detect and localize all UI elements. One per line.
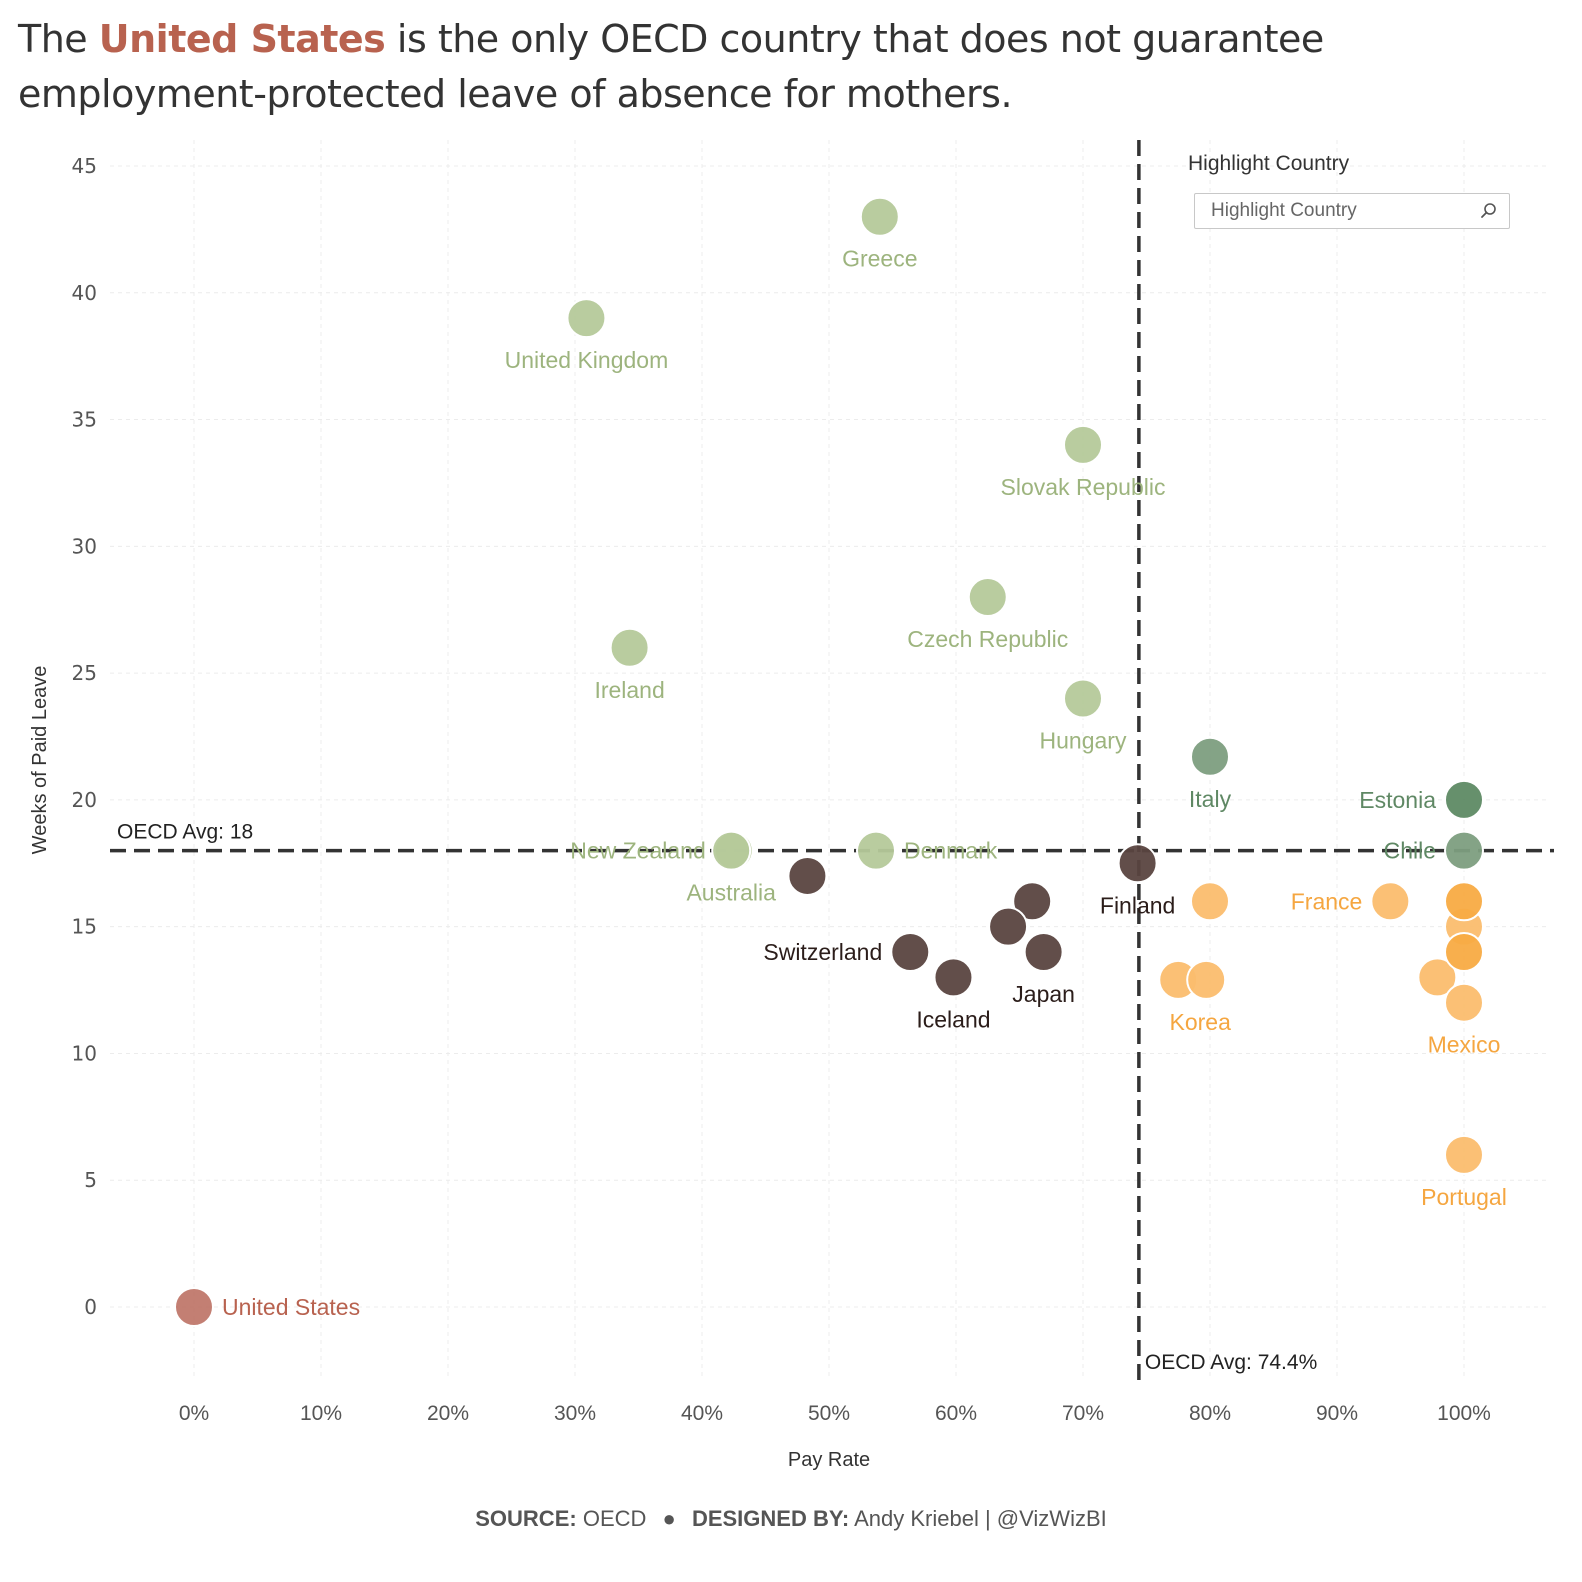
point-united-states	[174, 1287, 214, 1327]
x-tick-label: 0%	[179, 1402, 209, 1425]
x-tick-label: 40%	[681, 1402, 723, 1425]
highlight-country-input[interactable]	[1195, 194, 1491, 228]
point	[1012, 881, 1053, 922]
x-axis-title: Pay Rate	[788, 1449, 870, 1471]
filter-title: Highlight Country	[1188, 152, 1350, 175]
scatter-chart: 0 5 10 15 20 25 30 35 40 45 0% 10% 20% 30% 40% 50% 60% 7…	[29, 140, 1554, 1471]
point	[1444, 932, 1484, 973]
label-greece: Greece	[842, 246, 917, 272]
point	[988, 906, 1029, 947]
y-axis-title: Weeks of Paid Leave	[29, 666, 51, 855]
x-tick-label: 30%	[554, 1402, 596, 1425]
title-highlight: United States	[98, 17, 386, 61]
label-mexico: Mexico	[1428, 1032, 1501, 1058]
point-estonia	[1444, 779, 1484, 820]
data-points	[174, 196, 1484, 1327]
x-tick-label: 50%	[808, 1402, 850, 1425]
point	[787, 855, 828, 896]
y-tick-label: 0	[84, 1295, 97, 1319]
footer: SOURCE: OECD ● DESIGNED BY: Andy Kriebel…	[0, 1506, 1582, 1532]
label-switzerland: Switzerland	[763, 939, 882, 965]
point-korea	[1186, 959, 1227, 1000]
source-label: SOURCE:	[475, 1506, 577, 1531]
title-prefix: The	[18, 17, 99, 61]
x-axis: 0% 10% 20% 30% 40% 50% 60% 70% 80% 90% 100%	[179, 1402, 1491, 1425]
point-united-kingdom	[566, 298, 607, 339]
search-icon[interactable]	[1479, 200, 1499, 222]
reference-lines: OECD Avg: 18 OECD Avg: 74.4%	[110, 140, 1554, 1380]
point-czech-republic	[967, 577, 1008, 618]
y-tick-label: 45	[72, 154, 97, 178]
y-tick-label: 5	[84, 1168, 97, 1192]
label-chile: Chile	[1384, 838, 1436, 864]
point-portugal	[1444, 1134, 1484, 1175]
source-value: OECD	[582, 1506, 647, 1531]
x-tick-label: 10%	[300, 1402, 342, 1425]
point-mexico	[1444, 982, 1484, 1023]
label-australia: Australia	[686, 880, 776, 906]
avg-weeks-label: OECD Avg: 18	[117, 821, 253, 844]
point	[1444, 881, 1484, 922]
point-denmark	[855, 830, 896, 871]
point-chile	[1444, 830, 1484, 871]
label-france: France	[1291, 888, 1363, 914]
title-suffix: is the only OECD country that does not g…	[18, 17, 1324, 116]
label-italy: Italy	[1189, 786, 1232, 812]
x-tick-label: 20%	[427, 1402, 469, 1425]
label-portugal: Portugal	[1421, 1184, 1507, 1210]
label-new-zealand: New Zealand	[570, 838, 706, 864]
label-hungary: Hungary	[1040, 727, 1127, 753]
label-estonia: Estonia	[1359, 787, 1436, 813]
y-tick-label: 30	[72, 534, 97, 558]
footer-separator: ●	[662, 1506, 676, 1531]
point-ireland	[609, 627, 650, 668]
highlight-country-filter[interactable]	[1194, 193, 1510, 229]
y-tick-label: 35	[72, 408, 97, 432]
label-finland: Finland	[1100, 892, 1175, 918]
point-switzerland	[890, 932, 931, 973]
designed-by-label: DESIGNED BY:	[691, 1506, 850, 1531]
point	[1190, 881, 1230, 922]
point-greece	[859, 196, 900, 237]
chart-title: The United States is the only OECD count…	[18, 12, 1418, 122]
x-tick-label: 90%	[1316, 1402, 1358, 1425]
grid	[110, 140, 1548, 1380]
label-denmark: Denmark	[904, 838, 998, 864]
data-labels: Greece United Kingdom Slovak Republic Czech…	[222, 246, 1507, 1320]
point-hungary	[1063, 678, 1103, 719]
y-tick-label: 15	[72, 915, 97, 939]
point-italy	[1190, 736, 1230, 777]
label-iceland: Iceland	[916, 1006, 990, 1032]
y-axis: 0 5 10 15 20 25 30 35 40 45	[72, 154, 97, 1319]
x-tick-label: 70%	[1062, 1402, 1104, 1425]
point	[1417, 957, 1458, 998]
x-tick-label: 80%	[1189, 1402, 1231, 1425]
x-tick-label: 60%	[935, 1402, 977, 1425]
y-tick-label: 25	[72, 661, 97, 685]
y-tick-label: 10	[72, 1041, 97, 1065]
label-united-kingdom: United Kingdom	[505, 347, 669, 373]
label-united-states: United States	[222, 1294, 360, 1320]
point-france	[1370, 881, 1411, 922]
point-iceland	[933, 957, 974, 998]
label-japan: Japan	[1012, 981, 1075, 1007]
label-slovak-republic: Slovak Republic	[1001, 474, 1166, 500]
point-japan	[1023, 932, 1064, 973]
point-slovak-republic	[1063, 424, 1103, 465]
y-tick-label: 40	[72, 281, 97, 305]
x-tick-label: 100%	[1437, 1402, 1491, 1425]
point-australia	[711, 830, 752, 871]
label-ireland: Ireland	[594, 677, 664, 703]
point-finland	[1117, 843, 1158, 884]
designed-by-value: Andy Kriebel | @VizWizBI	[854, 1506, 1107, 1531]
y-tick-label: 20	[72, 788, 97, 812]
avg-payrate-label: OECD Avg: 74.4%	[1145, 1351, 1317, 1374]
label-czech-republic: Czech Republic	[907, 626, 1068, 652]
label-korea: Korea	[1170, 1009, 1232, 1035]
